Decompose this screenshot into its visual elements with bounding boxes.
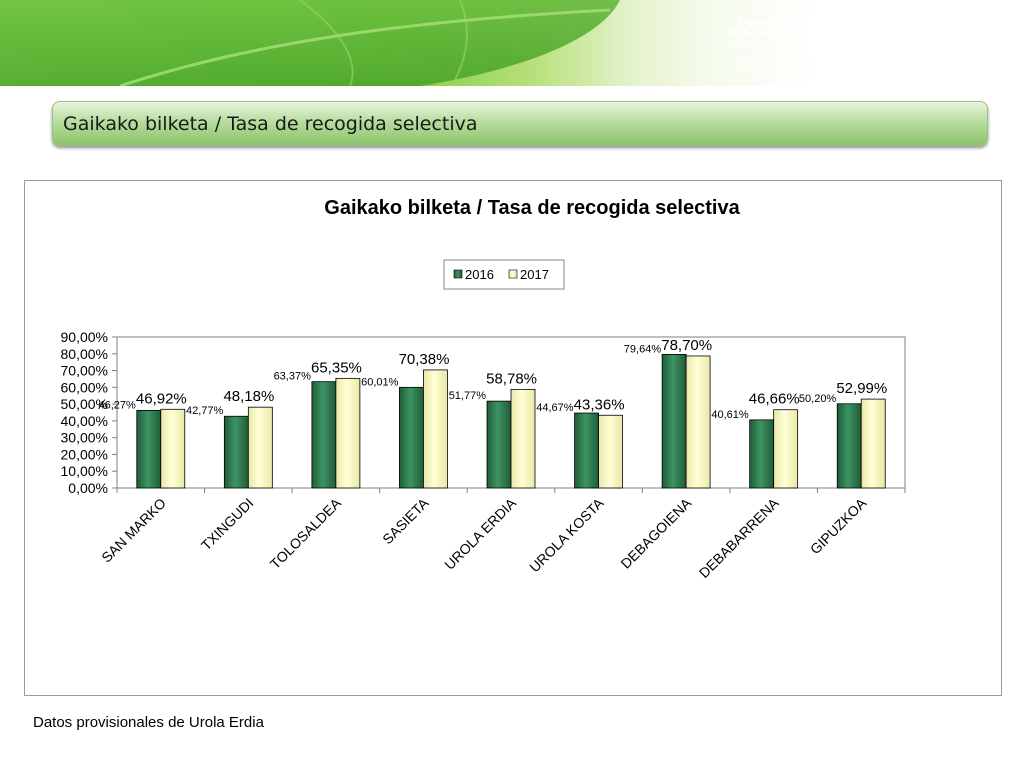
y-tick-label: 10,00% — [61, 463, 108, 479]
data-label-2017: 70,38% — [399, 351, 450, 368]
data-label-2016: 51,77% — [449, 390, 487, 402]
bar-2017-sasieta — [423, 369, 448, 489]
x-category-label: UROLA ERDIA — [441, 494, 519, 572]
bar-2016-debabarrena — [749, 419, 775, 489]
data-label-2016: 50,20% — [799, 393, 837, 405]
bar-2016-debagoiena — [661, 353, 687, 489]
chart-frame: Gaikako bilketa / Tasa de recogida selec… — [24, 180, 1002, 696]
y-tick-label: 60,00% — [61, 379, 108, 395]
org-name-line1: Gipuzkoako — [738, 18, 798, 28]
bar-chart: Gaikako bilketa / Tasa de recogida selec… — [61, 197, 906, 581]
slide-title-bar: Gaikako bilketa / Tasa de recogida selec… — [52, 101, 988, 146]
brand-text: ORAIN GIPUZKOA — [922, 24, 1001, 52]
bar-2017-debabarrena — [773, 409, 799, 489]
org-name-line2: Foru Aldundia — [726, 28, 798, 38]
legend-label-2017: 2017 — [520, 267, 549, 282]
bar-2017-debagoiena — [685, 355, 711, 489]
bar-2016-urola-erdia — [486, 400, 512, 489]
data-label-2016: 40,61% — [711, 409, 749, 421]
brand-big-text: GIPUZKOA — [922, 35, 1002, 52]
bar-2016-urola-kosta — [574, 412, 599, 489]
data-label-2016: 42,77% — [186, 405, 224, 417]
x-category-label: UROLA KOSTA — [526, 494, 607, 575]
chart-title: Gaikako bilketa / Tasa de recogida selec… — [324, 197, 740, 219]
x-category-label: DEBABARRENA — [696, 494, 783, 581]
data-label-2016: 44,67% — [536, 402, 574, 414]
data-label-2017: 78,70% — [661, 337, 712, 354]
data-label-2017: 58,78% — [486, 370, 537, 387]
data-label-2016: 60,01% — [361, 376, 399, 388]
legend-label-2016: 2016 — [465, 267, 494, 282]
y-tick-label: 70,00% — [61, 363, 108, 379]
g-brand-logo — [866, 17, 916, 67]
bar-2016-gipuzkoa — [836, 403, 862, 489]
bar-2016-sasieta — [399, 386, 424, 489]
header-banner: Gipuzkoako Foru Aldundia Departamento de… — [0, 0, 1024, 86]
data-label-2017: 46,66% — [749, 391, 800, 408]
slide-title: Gaikako bilketa / Tasa de recogida selec… — [63, 113, 478, 135]
data-label-2017: 48,18% — [223, 388, 274, 405]
coat-of-arms-logo — [808, 16, 852, 72]
y-tick-label: 50,00% — [61, 396, 108, 412]
data-label-2016: 63,37% — [274, 371, 312, 383]
dept-line2: y Obras Hidráulicas — [727, 59, 798, 67]
footnote: Datos provisionales de Urola Erdia — [33, 714, 264, 731]
bar-2017-urola-erdia — [510, 388, 536, 489]
x-category-label: SAN MARKO — [98, 495, 169, 566]
y-tick-label: 20,00% — [61, 446, 108, 462]
bar-2017-gipuzkoa — [860, 398, 886, 489]
bar-2017-tolosaldea — [335, 377, 361, 489]
y-tick-label: 90,00% — [61, 329, 108, 345]
data-label-2017: 46,92% — [136, 390, 187, 407]
bar-2017-san-marko — [160, 408, 186, 489]
legend-swatch-2016 — [453, 269, 463, 279]
legend-box — [443, 259, 565, 290]
x-category-label: TOLOSALDEA — [267, 494, 345, 572]
x-category-label: TXINGUDI — [198, 495, 257, 554]
y-tick-label: 0,00% — [68, 480, 108, 496]
data-label-2016: 46,27% — [98, 399, 136, 411]
x-category-label: DEBAGOIENA — [617, 494, 694, 571]
dept-line1: Departamento de Medio Ambiente — [711, 39, 798, 57]
x-category-label: GIPUZKOA — [807, 494, 870, 557]
y-tick-label: 30,00% — [61, 430, 108, 446]
bar-2017-urola-kosta — [598, 414, 623, 489]
bar-2016-san-marko — [136, 409, 162, 489]
org-text: Gipuzkoako Foru Aldundia Departamento de… — [692, 18, 798, 68]
bar-2017-txingudi — [247, 406, 273, 489]
data-label-2017: 52,99% — [836, 380, 887, 397]
data-label-2016: 79,64% — [624, 343, 662, 355]
brand-small-text: ORAIN — [922, 24, 959, 35]
x-category-label: SASIETA — [379, 494, 432, 547]
data-label-2017: 65,35% — [311, 359, 362, 376]
leaf-graphic — [0, 0, 620, 86]
bar-2016-tolosaldea — [311, 381, 337, 489]
y-tick-label: 80,00% — [61, 346, 108, 362]
legend-swatch-2017 — [508, 269, 518, 279]
y-tick-label: 40,00% — [61, 413, 108, 429]
bar-2016-txingudi — [223, 415, 249, 489]
data-label-2017: 43,36% — [574, 396, 625, 413]
